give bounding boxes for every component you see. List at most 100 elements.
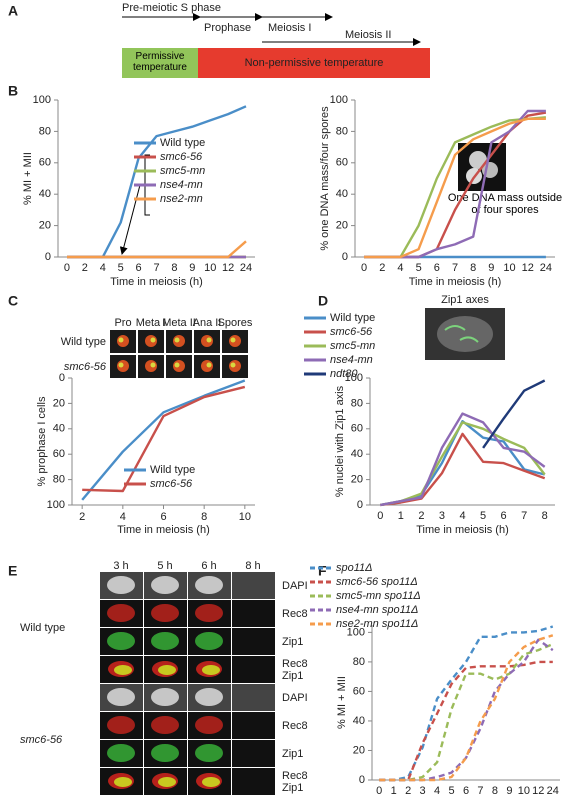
series-line: [364, 117, 546, 259]
permissive-bar: [122, 48, 198, 78]
image-column-label: Pro: [114, 317, 131, 329]
micrograph-signal: [151, 744, 179, 762]
x-tick-label: 10: [518, 785, 530, 797]
x-tick-label: 0: [376, 785, 382, 797]
x-tick-label: 9: [506, 785, 512, 797]
y-tick-label: 40: [39, 188, 51, 200]
micrograph-signal: [114, 777, 132, 787]
genotype-label: Wild type: [20, 622, 65, 634]
channel-label: DAPI: [282, 692, 308, 704]
x-tick-label: 7: [452, 262, 458, 274]
series-line: [482, 379, 546, 449]
channel-label: Rec8: [282, 720, 308, 732]
micrograph-signal: [206, 337, 212, 343]
non-permissive-bar: [198, 48, 430, 78]
x-tick-label: 1: [391, 785, 397, 797]
y-tick-label: 40: [351, 448, 363, 460]
channel-label: Zip1: [282, 748, 303, 760]
annotation: One DNA mass outside of four spores: [445, 192, 565, 216]
y-tick-label: 100: [330, 94, 348, 106]
panel-label: F: [318, 563, 327, 579]
x-tick-label: 0: [361, 262, 367, 274]
non-permissive-label: Non-permissive temperature: [245, 57, 384, 69]
x-tick-label: 9: [189, 262, 195, 274]
legend-label: nse2-mn spo11Δ: [336, 618, 418, 630]
x-tick-label: 2: [405, 785, 411, 797]
y-tick-label: 60: [53, 448, 65, 460]
legend-label: smc5-mn: [160, 165, 205, 177]
x-axis-label: Time in meiosis (h): [416, 524, 509, 536]
series-line: [67, 105, 247, 259]
micrograph-signal: [107, 632, 135, 650]
arrow: [119, 184, 141, 255]
panel-label: B: [8, 83, 18, 99]
y-tick-label: 0: [59, 372, 65, 384]
micrograph-signal: [118, 362, 124, 368]
y-axis-label: % prophase I cells: [36, 396, 48, 486]
series-line: [380, 412, 546, 507]
permissive-label: Permissive temperature: [133, 51, 187, 73]
micrograph-signal: [151, 632, 179, 650]
y-tick-label: 40: [53, 423, 65, 435]
y-tick-label: 0: [342, 251, 348, 263]
image-column-label: Spores: [218, 317, 253, 329]
series-line: [67, 240, 247, 259]
y-tick-label: 100: [347, 626, 365, 638]
time-label: 5 h: [157, 560, 172, 572]
legend-label: ndt80: [330, 368, 358, 380]
micrograph-signal: [107, 576, 135, 594]
micrograph-signal: [202, 665, 220, 675]
x-tick-label: 12: [532, 785, 544, 797]
legend-label: nse2-mn: [160, 193, 203, 205]
micrograph: [232, 656, 275, 683]
micrograph-signal: [107, 688, 135, 706]
legend-label: nse4-mn spo11Δ: [336, 604, 418, 616]
micrograph-signal: [114, 665, 132, 675]
x-tick-label: 5: [416, 262, 422, 274]
y-tick-label: 60: [351, 423, 363, 435]
y-tick-label: 20: [351, 474, 363, 486]
y-tick-label: 100: [345, 372, 363, 384]
series-line: [364, 109, 546, 259]
channel-label: Rec8: [282, 658, 308, 670]
x-tick-label: 10: [204, 262, 216, 274]
channel-label: Zip1: [282, 670, 303, 682]
y-tick-label: 0: [45, 251, 51, 263]
series-line: [81, 379, 246, 501]
micrograph: [232, 740, 275, 767]
legend-label: nse4-mn: [160, 179, 203, 191]
image-column-label: Ana II: [193, 317, 222, 329]
x-tick-label: 1: [398, 510, 404, 522]
x-tick-label: 7: [153, 262, 159, 274]
micrograph-signal: [195, 604, 223, 622]
panel-label: A: [8, 3, 18, 19]
channel-label: Rec8: [282, 770, 308, 782]
legend-label: smc6-56 spo11Δ: [336, 576, 418, 588]
x-tick-label: 10: [239, 511, 251, 523]
genotype-label: smc6-56: [20, 734, 63, 746]
x-tick-label: 6: [136, 262, 142, 274]
series-line: [82, 385, 246, 493]
micrograph-signal: [118, 337, 124, 343]
micrograph: [232, 572, 275, 599]
series-line: [364, 116, 546, 259]
micrograph: [232, 712, 275, 739]
time-label: 3 h: [113, 560, 128, 572]
x-tick-label: 7: [521, 510, 527, 522]
micrograph-signal: [195, 716, 223, 734]
x-tick-label: 8: [201, 511, 207, 523]
micrograph-signal: [107, 716, 135, 734]
image-column-label: Meta II: [162, 317, 196, 329]
micrograph-signal: [230, 337, 236, 343]
micrograph-signal: [195, 744, 223, 762]
x-tick-label: 7: [477, 785, 483, 797]
x-axis-label: Time in meiosis (h): [117, 524, 210, 536]
micrograph-signal: [158, 665, 176, 675]
legend-label: Wild type: [330, 312, 375, 324]
timeline: Pre-meiotic S phase Prophase Meiosis I M…: [122, 2, 430, 78]
y-tick-label: 40: [336, 188, 348, 200]
micrograph-signal: [195, 632, 223, 650]
image-row-label: smc6-56: [64, 361, 107, 373]
y-tick-label: 20: [353, 744, 365, 756]
